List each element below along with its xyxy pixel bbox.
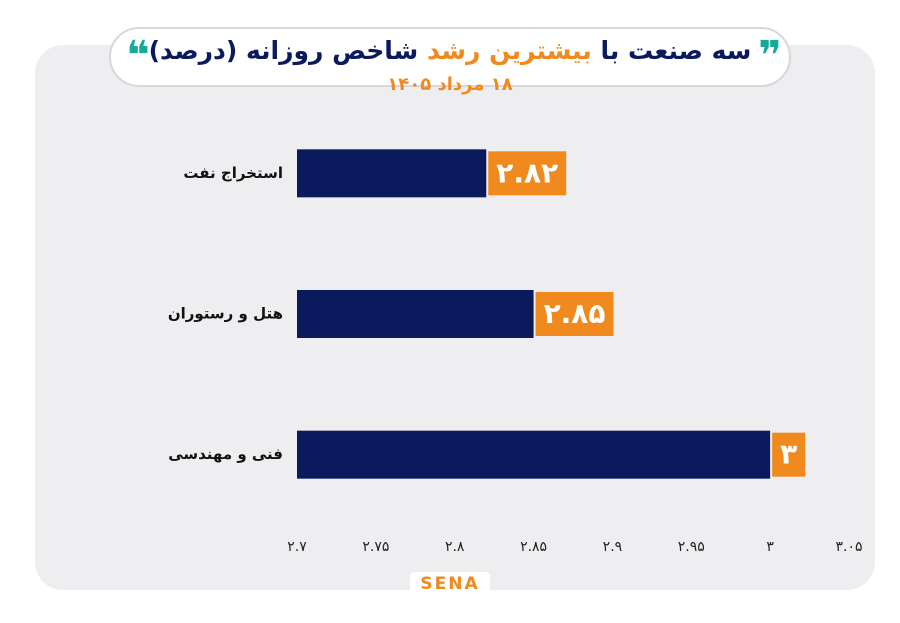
x-tick-label: ۲.۸۵ — [520, 539, 547, 555]
bar — [297, 430, 771, 479]
title-part: بیشترین رشد — [427, 36, 592, 66]
x-tick-label: ۲.۷۵ — [362, 539, 389, 555]
logo: SENA — [420, 574, 479, 594]
chart-title: سه صنعت با بیشترین رشد شاخص روزانه (درصد… — [149, 36, 752, 66]
y-tick-label: استخراج نفت — [183, 164, 283, 182]
value-label-box — [772, 432, 806, 477]
x-tick-label: ۲.۹۵ — [678, 539, 705, 555]
chart-subtitle: ۱۸ مرداد ۱۴۰۵ — [387, 74, 512, 95]
value-label: ۳ — [780, 438, 797, 471]
value-label-box — [535, 292, 614, 336]
x-tick-label: ۲.۸ — [445, 539, 465, 555]
x-tick-label: ۳ — [766, 539, 774, 555]
value-label: ۲.۸۲ — [496, 156, 558, 189]
x-tick-label: ۲.۷ — [287, 539, 307, 555]
bar — [297, 290, 534, 338]
x-tick-label: ۲.۹ — [603, 539, 623, 555]
bar — [297, 149, 487, 198]
title-box — [109, 27, 791, 87]
title-part: سه صنعت با — [600, 36, 751, 65]
y-tick-label: هتل و رستوران — [168, 305, 283, 323]
logo-box — [410, 572, 490, 600]
value-label-box — [488, 151, 567, 196]
y-tick-label: فنی و مهندسی — [168, 445, 283, 463]
value-label: ۲.۸۵ — [544, 297, 606, 330]
title-part: شاخص روزانه (درصد) — [149, 36, 419, 66]
x-tick-label: ۳.۰۵ — [835, 539, 862, 555]
quote-mark: ❞ — [758, 33, 781, 79]
quote-mark: ❝ — [126, 33, 149, 79]
